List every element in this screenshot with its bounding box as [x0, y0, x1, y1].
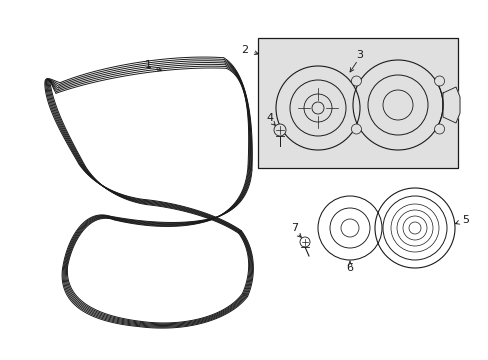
Text: 1: 1 [144, 60, 161, 71]
Text: 7: 7 [291, 223, 298, 233]
Circle shape [351, 124, 361, 134]
Bar [258, 38, 457, 168]
Text: 6: 6 [346, 263, 353, 273]
Text: 2: 2 [241, 45, 247, 55]
Circle shape [434, 76, 444, 86]
Text: 3: 3 [356, 50, 363, 60]
Circle shape [273, 124, 285, 136]
Text: 5: 5 [461, 215, 468, 225]
Circle shape [299, 237, 309, 247]
Circle shape [434, 124, 444, 134]
Text: 4: 4 [266, 113, 273, 123]
Circle shape [351, 76, 361, 86]
Polygon shape [442, 87, 459, 123]
